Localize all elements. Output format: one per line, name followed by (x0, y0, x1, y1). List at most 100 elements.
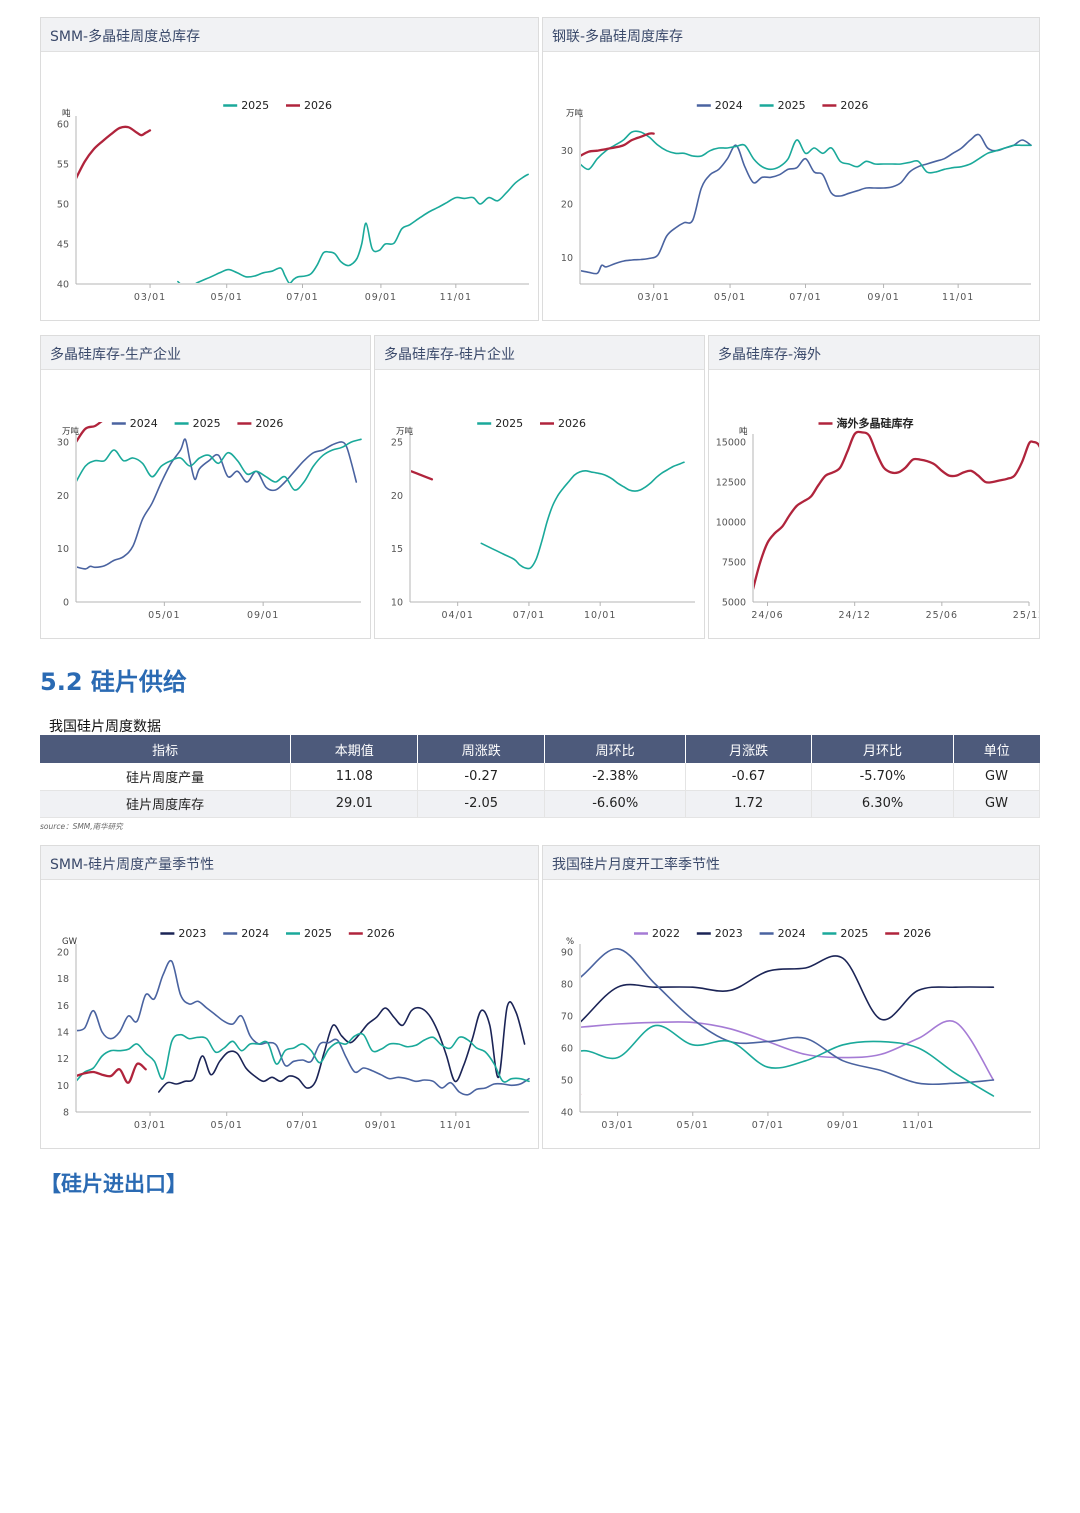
y-tick-label: 30 (57, 438, 69, 449)
series-line-2023 (158, 1001, 526, 1093)
table-header: 本期值 (290, 735, 419, 763)
chart-producer-inventory: 万吨010203005/0109/01202420252026source：SM… (57, 417, 362, 621)
y-tick-label: 90 (561, 948, 573, 959)
legend-label-2024: 2024 (778, 927, 806, 940)
legend: 2025 2026 (223, 99, 332, 112)
x-tick-label: 07/01 (286, 1120, 318, 1131)
chart-panel-mysteel-polysilicon-inventory: 钢联-多晶硅周度库存 万吨 10 20 30 03/01 05/01 07/01 09/01 1… (542, 17, 1040, 321)
x-tick-label: 07/01 (513, 610, 545, 621)
legend: 海外多晶硅库存 (818, 416, 914, 430)
table-source: source：SMM,南华研究 (40, 822, 123, 831)
series-line-2026 (581, 132, 655, 157)
table-cell: -5.70% (811, 763, 955, 791)
series-line-2026 (77, 125, 152, 179)
series-line-2026 (77, 422, 103, 443)
table-row: 硅片周度产量 11.08 -0.27 -2.38% -0.67 -5.70% G… (40, 763, 1040, 791)
series-line-2024 (581, 133, 1032, 275)
table-cell: 6.30% (811, 790, 955, 818)
legend-label-海外多晶硅库存: 海外多晶硅库存 (837, 416, 914, 430)
legend-label-2026: 2026 (255, 417, 283, 430)
series-line-2025 (480, 461, 685, 570)
y-axis-unit-label: 吨 (739, 426, 748, 437)
x-tick-label: 09/01 (827, 1120, 859, 1131)
legend: 2025 2026 (477, 417, 586, 430)
table-cell: -2.38% (544, 763, 687, 791)
legend-label-2025: 2025 (304, 927, 332, 940)
y-tick-label: 60 (57, 120, 69, 131)
legend: 2024 2025 2026 (696, 99, 868, 112)
y-tick-label: 70 (561, 1012, 573, 1023)
legend-label-2026: 2026 (840, 99, 868, 112)
series-line-2025 (77, 438, 362, 491)
legend-label-2025: 2025 (840, 927, 868, 940)
legend-label-2025: 2025 (193, 417, 221, 430)
series-line-2024 (77, 959, 530, 1096)
x-tick-label: 09/01 (867, 292, 899, 303)
x-tick-label: 05/01 (714, 292, 746, 303)
legend-label-2024: 2024 (241, 927, 269, 940)
chart-panel-overseas-inventory: 多晶硅库存-海外 吨 5000 7500 10000 12500 15000 24/06 24… (708, 335, 1040, 639)
y-tick-label: 20 (561, 200, 573, 211)
x-tick-label: 03/01 (134, 1120, 166, 1131)
chart-smm-polysilicon-total-inventory: 吨 40 45 50 55 60 03/01 05/01 07/01 09/01 11/01 2025… (57, 99, 529, 303)
table-header: 周涨跌 (417, 735, 546, 763)
y-axis-unit-label: % (566, 937, 574, 947)
y-tick-label: 20 (57, 948, 69, 959)
y-tick-label: 55 (57, 160, 69, 171)
y-tick-label: 20 (57, 491, 69, 502)
table-header: 指标 (40, 735, 292, 763)
chart-title: 钢联-多晶硅周度库存 (543, 18, 1039, 52)
x-tick-label: 09/01 (365, 1120, 397, 1131)
legend-label-2024: 2024 (130, 417, 158, 430)
table-cell: -0.67 (685, 763, 813, 791)
y-tick-label: 10 (57, 544, 69, 555)
x-tick-label: 25/06 (926, 610, 958, 621)
legend-label-2026: 2026 (304, 99, 332, 112)
table-header: 月涨跌 (685, 735, 813, 763)
series-line-2025 (77, 1032, 530, 1083)
series-line-2026 (581, 1093, 582, 1095)
chart-panel-wafer-operating-rate: 我国硅片月度开工率季节性 % 40 50 60 70 80 90 03/01 05/01 07/0… (542, 845, 1040, 1149)
series-line-2026 (77, 1062, 147, 1084)
table-cell: GW (953, 763, 1040, 791)
chart-overseas-inventory: 吨 5000 7500 10000 12500 15000 24/06 24/12 25/06 2… (716, 416, 1039, 621)
series-line-2025 (177, 173, 529, 283)
x-tick-label: 11/01 (942, 292, 974, 303)
y-axis-unit-label: 万吨 (566, 108, 584, 119)
y-tick-label: 15000 (716, 438, 746, 449)
series-line-2024 (77, 438, 358, 570)
x-tick-label: 09/01 (365, 292, 397, 303)
chart-title: 多晶硅库存-硅片企业 (375, 336, 704, 370)
table-cell: 硅片周度产量 (40, 763, 292, 791)
chart-wafer-weekly-output: GW 8 10 12 14 16 18 20 03/01 05/01 07/01 09/01 11/01… (57, 927, 530, 1131)
x-tick-label: 24/06 (751, 610, 783, 621)
legend-label-2026: 2026 (367, 927, 395, 940)
table-cell: 硅片周度库存 (40, 790, 292, 818)
x-tick-label: 05/01 (677, 1120, 709, 1131)
series-line-海外多晶硅库存 (754, 430, 1039, 590)
legend: 2024 2025 2026 (111, 417, 283, 430)
y-tick-label: 12500 (716, 478, 746, 489)
table-cell: GW (953, 790, 1040, 818)
y-tick-label: 45 (57, 240, 69, 251)
series-line-2024 (581, 947, 995, 1086)
x-tick-label: 04/01 (441, 610, 473, 621)
legend-label-2025: 2025 (778, 99, 806, 112)
table-cell: 1.72 (685, 790, 813, 818)
y-tick-label: 60 (561, 1044, 573, 1055)
y-tick-label: 8 (63, 1108, 69, 1119)
chart-wafer-company-inventory: 万吨1015202504/0107/0110/0120252026source：… (391, 417, 695, 621)
legend-label-2026: 2026 (558, 417, 586, 430)
legend-label-2025: 2025 (241, 99, 269, 112)
table-header: 单位 (953, 735, 1040, 763)
legend-label-2025: 2025 (495, 417, 523, 430)
x-tick-label: 03/01 (134, 292, 166, 303)
y-tick-label: 80 (561, 980, 573, 991)
table-cell: -6.60% (544, 790, 687, 818)
y-tick-label: 15 (391, 544, 403, 555)
y-tick-label: 20 (391, 491, 403, 502)
table-header: 月环比 (811, 735, 955, 763)
chart-panel-wafer-weekly-output: SMM-硅片周度产量季节性 GW 8 10 12 14 16 18 20 03/01 05/01 0… (40, 845, 539, 1149)
series-line-2025 (581, 130, 1032, 174)
x-tick-label: 11/01 (440, 292, 472, 303)
